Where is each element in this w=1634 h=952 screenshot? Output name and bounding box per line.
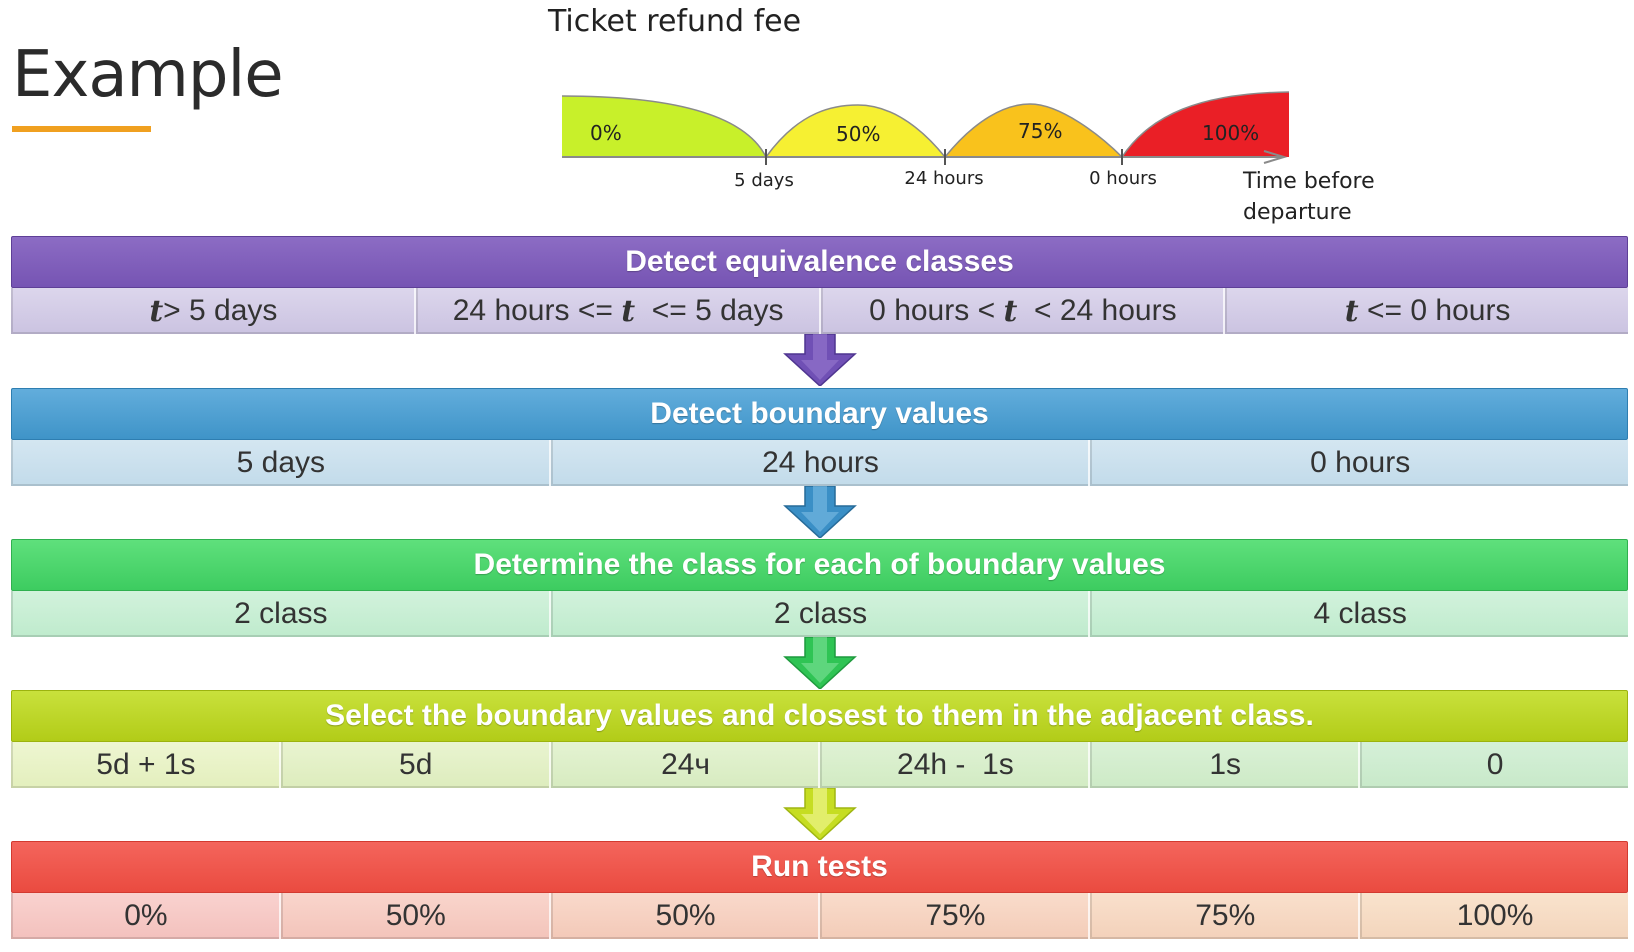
stage-row: t > 5 days 24 hours <= t <= 5 days 0 hou… <box>11 288 1628 334</box>
variable-t: t <box>1344 293 1359 329</box>
tick-label: 24 hours <box>904 168 983 189</box>
test-value-cell: 24ч <box>550 742 821 788</box>
stage-row: 2 class 2 class 4 class <box>11 591 1629 637</box>
cell-text: < 24 hours <box>1017 294 1177 327</box>
stage-header: Select the boundary values and closest t… <box>11 690 1628 742</box>
stage-header: Run tests <box>11 841 1628 893</box>
cell-text: > 5 days <box>163 294 278 327</box>
class-cell: 0 hours < t < 24 hours <box>820 288 1226 334</box>
expected-fee-cell: 0% <box>11 893 281 939</box>
time-axis-label: Time before departure <box>1243 169 1375 225</box>
boundary-cell: 0 hours <box>1090 440 1629 486</box>
down-arrow-icon <box>783 788 857 840</box>
axis-arrow-head <box>1263 150 1288 164</box>
stage-detect-equivalence-classes: Detect equivalence classes t > 5 days 24… <box>11 236 1628 334</box>
cell-text: 24 hours <= <box>452 294 622 327</box>
stage-row: 5 days 24 hours 0 hours <box>11 440 1629 486</box>
stage-header: Detect boundary values <box>11 388 1628 440</box>
stage-select-boundary-values: Select the boundary values and closest t… <box>11 690 1628 788</box>
boundary-cell: 5 days <box>11 440 551 486</box>
variable-t: t <box>1003 293 1018 329</box>
expected-fee-cell: 50% <box>550 893 821 939</box>
class-cell: t <= 0 hours <box>1225 288 1628 334</box>
stage-row: 0% 50% 50% 75% 75% 100% <box>11 893 1628 939</box>
refund-fee-chart: 0% 50% 75% 100% 5 days 24 hours 0 hours <box>561 91 1290 191</box>
test-value-cell: 24h - 1s <box>820 742 1091 788</box>
region-label: 0% <box>590 121 622 145</box>
region-label: 75% <box>1018 119 1062 143</box>
stage-detect-boundary-values: Detect boundary values 5 days 24 hours 0… <box>11 388 1629 486</box>
class-result-cell: 2 class <box>550 591 1091 637</box>
class-result-cell: 2 class <box>11 591 551 637</box>
expected-fee-cell: 50% <box>280 893 551 939</box>
down-arrow-icon <box>783 637 857 689</box>
expected-fee-cell: 100% <box>1360 893 1628 939</box>
title-underline <box>12 126 151 132</box>
variable-t: t <box>149 293 164 329</box>
down-arrow-icon <box>783 486 857 538</box>
stage-determine-class: Determine the class for each of boundary… <box>11 539 1629 637</box>
expected-fee-cell: 75% <box>1090 893 1361 939</box>
boundary-cell: 24 hours <box>550 440 1091 486</box>
tick-label: 0 hours <box>1089 168 1157 189</box>
class-cell: 24 hours <= t <= 5 days <box>415 288 821 334</box>
stage-header: Determine the class for each of boundary… <box>11 539 1628 591</box>
test-value-cell: 5d <box>280 742 551 788</box>
cell-text: <= 0 hours <box>1358 294 1511 327</box>
stage-header: Detect equivalence classes <box>11 236 1628 288</box>
expected-fee-cell: 75% <box>820 893 1091 939</box>
test-value-cell: 1s <box>1090 742 1361 788</box>
tick-label: 5 days <box>734 170 794 191</box>
stage-row: 5d + 1s 5d 24ч 24h - 1s 1s 0 <box>11 742 1628 788</box>
page-title: Example <box>12 38 284 112</box>
class-cell: t > 5 days <box>11 288 416 334</box>
cell-text: <= 5 days <box>635 294 784 327</box>
region-100pct <box>1122 92 1289 157</box>
region-0pct <box>562 96 766 157</box>
region-50pct <box>766 105 945 157</box>
variable-t: t <box>621 293 636 329</box>
chart-title: Ticket refund fee <box>548 4 802 39</box>
test-value-cell: 0 <box>1360 742 1628 788</box>
down-arrow-icon <box>783 334 857 386</box>
region-label: 50% <box>836 122 880 146</box>
test-value-cell: 5d + 1s <box>11 742 281 788</box>
region-label: 100% <box>1202 121 1259 145</box>
cell-text: 0 hours < <box>869 294 1004 327</box>
class-result-cell: 4 class <box>1090 591 1629 637</box>
stage-run-tests: Run tests 0% 50% 50% 75% 75% 100% <box>11 841 1628 939</box>
